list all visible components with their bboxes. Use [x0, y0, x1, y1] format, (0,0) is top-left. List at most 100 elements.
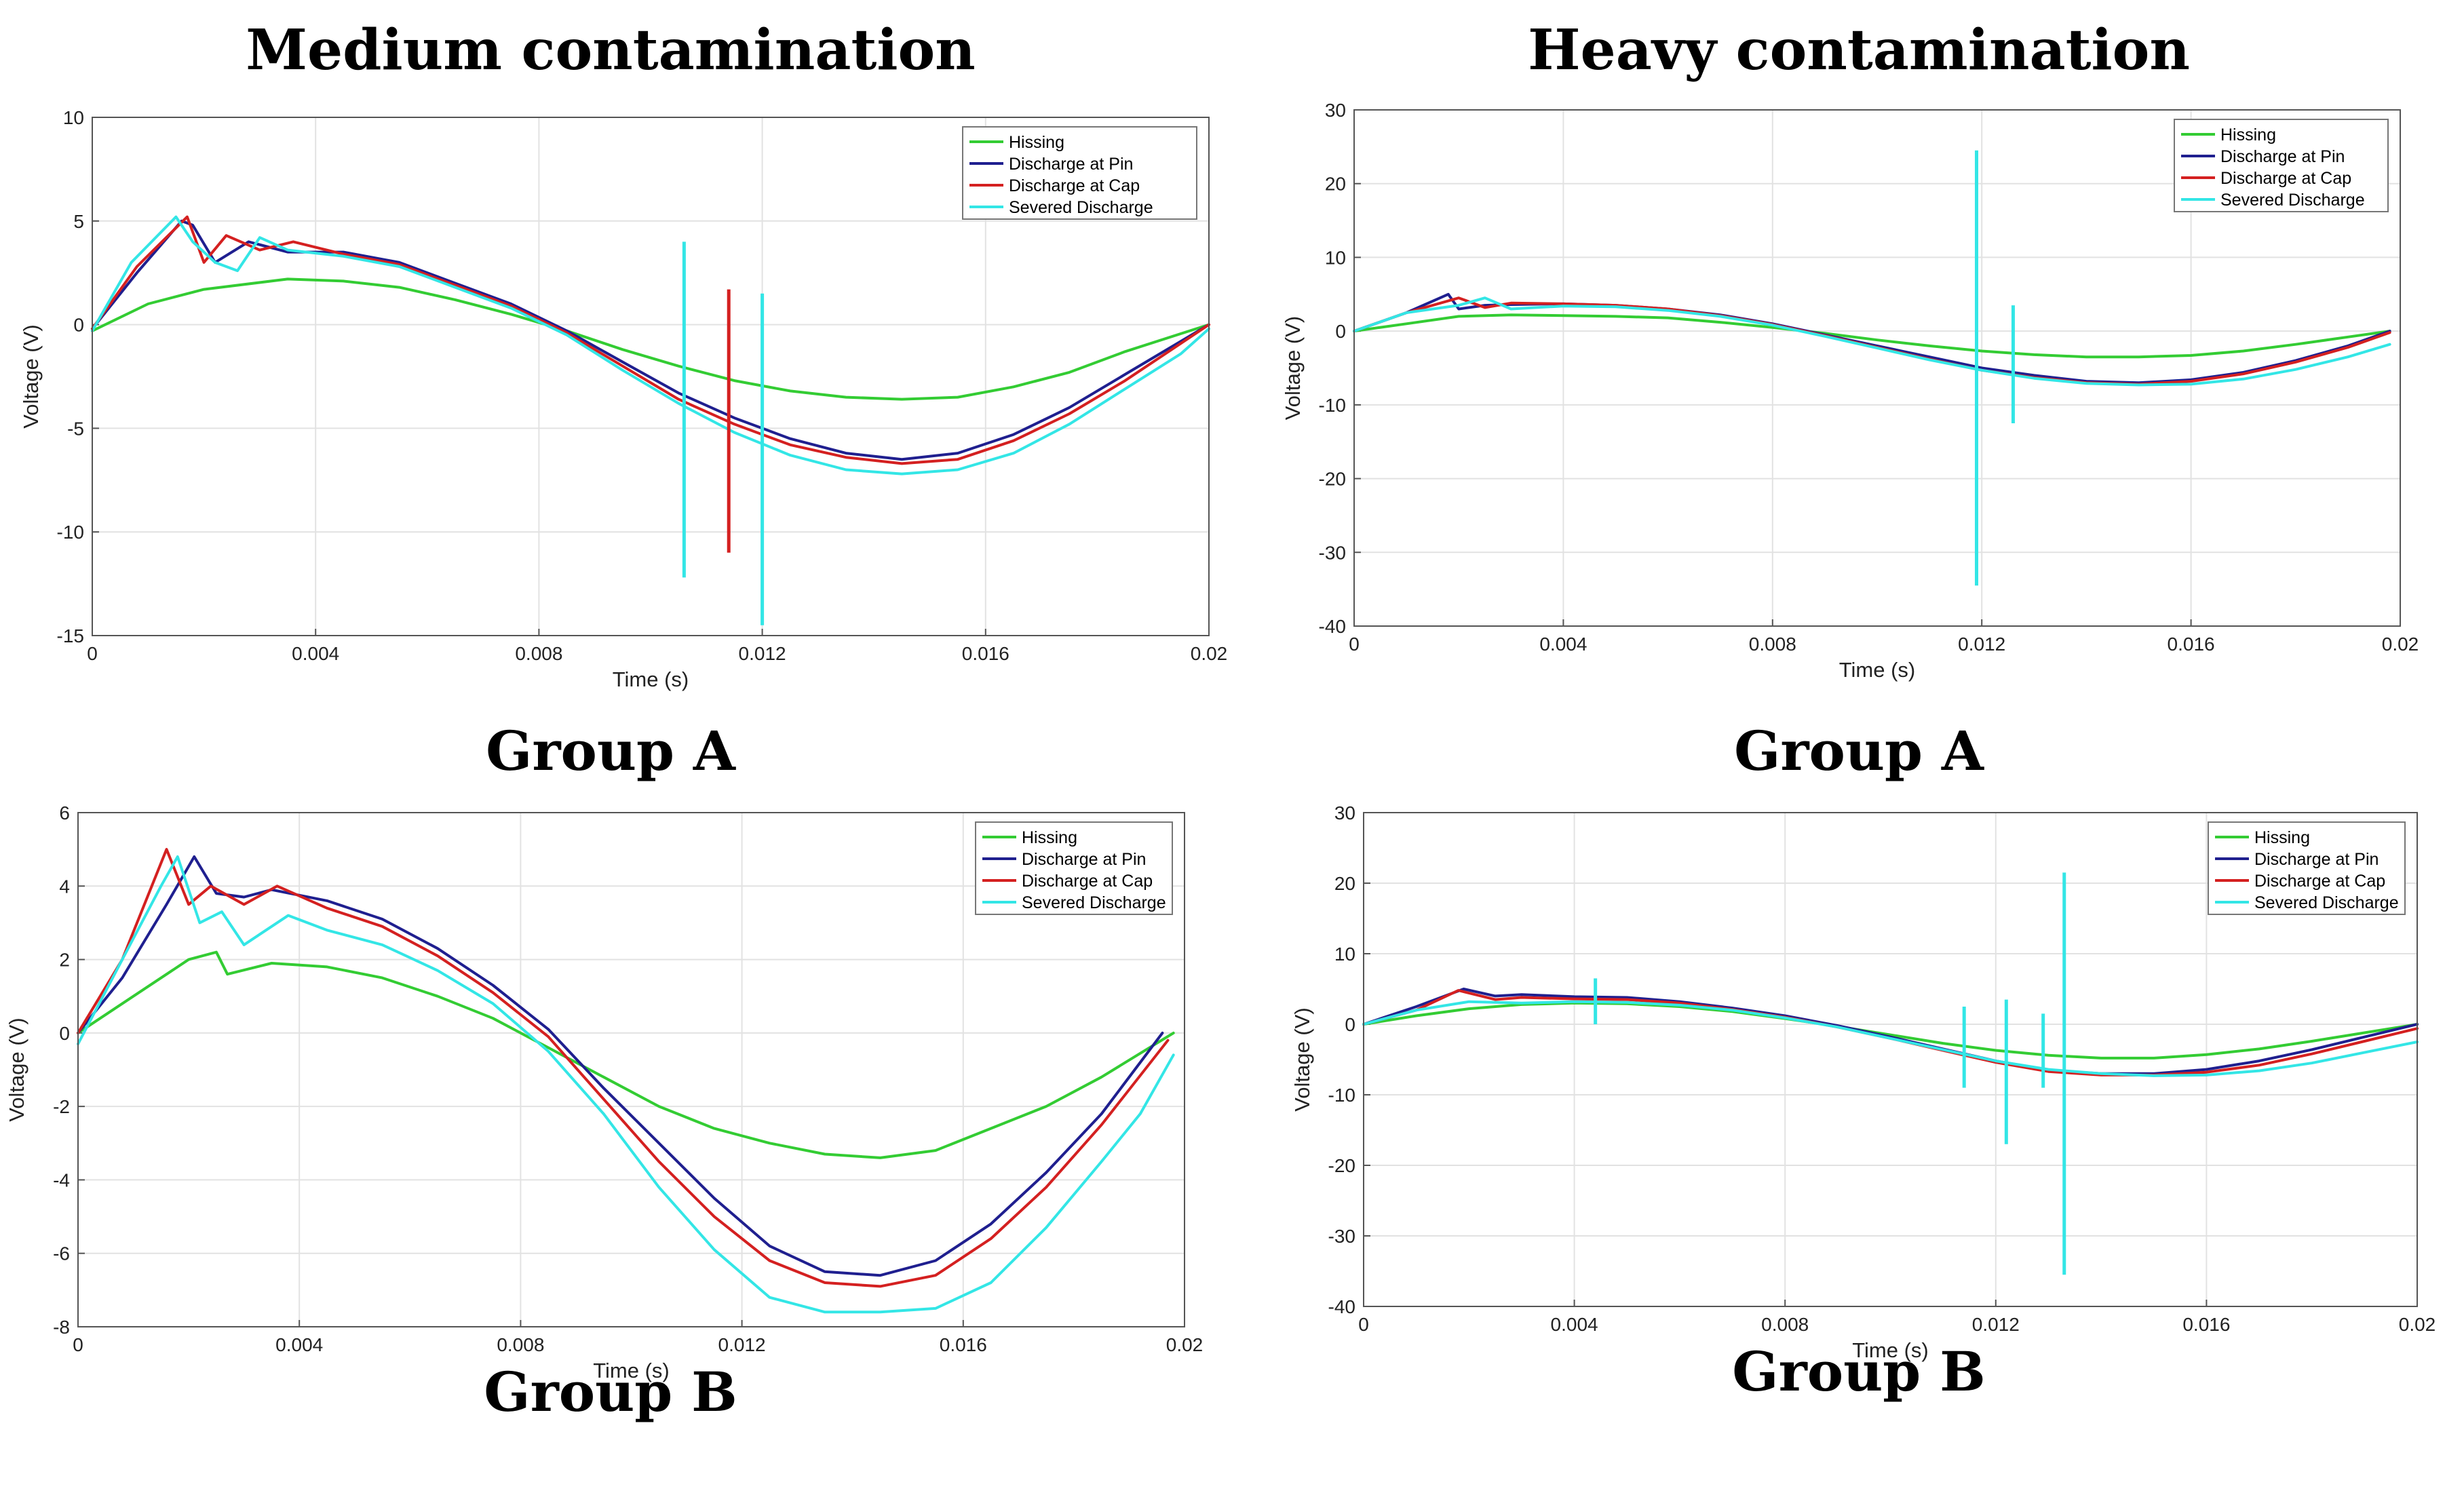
series-line-hissing: [77, 950, 1175, 1159]
chart-panel-3: 0 0.004 0.008 0.012 0.016 0.02 -40 -30 -20 -10 0 10…: [1290, 802, 2436, 1362]
plot-frame: [1353, 109, 2401, 627]
y-tick-label: -10: [1319, 395, 1346, 416]
legend-entry: Discharge at Cap: [2254, 872, 2385, 891]
legend-entry: Severed Discharge: [1022, 893, 1166, 912]
series-line-hissing: [91, 277, 1210, 401]
x-tick-label: 0.02: [1191, 643, 1228, 664]
panel-label-medium-group-b: Group B: [484, 1360, 737, 1424]
y-tick-label: 0: [1345, 1014, 1355, 1035]
legend-entry: Hissing: [2254, 828, 2310, 847]
y-tick-label: 4: [59, 876, 70, 897]
y-tick-label: -20: [1328, 1155, 1355, 1176]
legend-entry: Hissing: [1022, 828, 1077, 847]
legend-entry: Discharge at Cap: [2220, 169, 2351, 188]
x-tick-label: 0: [73, 1334, 83, 1355]
legend: Hissing Discharge at Pin Discharge at Cap S…: [962, 126, 1197, 220]
plot-frame: [92, 117, 1210, 636]
y-tick-label: -20: [1319, 469, 1346, 490]
chart-panel-0: 0 0.004 0.008 0.012 0.016 0.02 -15 -10 -5 0 5 10 Tim…: [19, 107, 1227, 691]
y-tick-label: -10: [57, 522, 84, 543]
y-tick-label: -4: [53, 1169, 70, 1190]
legend: Hissing Discharge at Pin Discharge at Cap S…: [2174, 119, 2389, 212]
y-tick-label: 10: [1325, 247, 1346, 268]
x-tick-label: 0.012: [718, 1334, 766, 1355]
legend-entry: Severed Discharge: [2220, 191, 2365, 210]
legend-entry: Severed Discharge: [1009, 198, 1153, 217]
y-tick-label: -30: [1319, 542, 1346, 563]
y-tick-label: -8: [53, 1317, 70, 1338]
plot-frame: [77, 812, 1185, 1327]
series-line-hissing: [1353, 313, 2391, 359]
series-line-hissing: [1362, 1001, 2419, 1060]
x-tick-label: 0.02: [2399, 1314, 2436, 1335]
x-tick-label: 0.004: [1539, 634, 1587, 655]
y-tick-label: -6: [53, 1243, 70, 1264]
legend: Hissing Discharge at Pin Discharge at Cap S…: [2208, 821, 2406, 915]
legend-entry: Severed Discharge: [2254, 893, 2399, 912]
x-tick-label: 0.016: [2168, 634, 2215, 655]
chart-panel-1: 0 0.004 0.008 0.012 0.016 0.02 -40 -30 -20 -10 0 10…: [1281, 100, 2419, 682]
legend-entry: Hissing: [2220, 125, 2276, 144]
y-tick-label: 10: [1334, 944, 1355, 965]
panel-label-heavy-group-a: Group A: [1734, 719, 1984, 783]
x-axis-label: Time (s): [1839, 658, 1916, 682]
series-line-discharge-at-pin: [1362, 988, 2419, 1075]
x-tick-label: 0.004: [275, 1334, 323, 1355]
x-tick-label: 0.008: [1761, 1314, 1809, 1335]
y-tick-label: 10: [63, 107, 84, 128]
y-tick-label: 0: [1335, 321, 1346, 342]
y-tick-label: 0: [59, 1023, 70, 1044]
x-axis-label: Time (s): [1852, 1338, 1929, 1362]
series-line-severed-discharge: [1362, 1000, 2419, 1077]
y-tick-label: 20: [1325, 174, 1346, 195]
series-line-severed-discharge: [77, 855, 1175, 1314]
y-tick-label: 30: [1334, 802, 1355, 823]
y-tick-label: -40: [1328, 1296, 1355, 1317]
y-tick-label: -10: [1328, 1085, 1355, 1106]
y-tick-label: 6: [59, 802, 70, 823]
y-axis-label: Voltage (V): [19, 324, 43, 428]
legend-entry: Discharge at Pin: [1022, 850, 1146, 869]
series-line-discharge-at-pin: [77, 855, 1164, 1277]
x-tick-label: 0: [87, 643, 98, 664]
x-tick-label: 0.004: [1551, 1314, 1598, 1335]
legend-entry: Discharge at Pin: [1009, 155, 1133, 174]
panel-label-medium-group-a: Group A: [486, 719, 735, 783]
series-line-discharge-at-pin: [91, 219, 1210, 461]
y-tick-label: -15: [57, 625, 84, 646]
x-axis-label: Time (s): [613, 667, 689, 691]
title-medium-contamination: Medium contamination: [246, 18, 976, 83]
x-axis-label: Time (s): [593, 1359, 670, 1382]
x-tick-label: 0.008: [515, 643, 562, 664]
y-tick-label: -5: [67, 418, 84, 439]
plot-frame: [1363, 812, 2418, 1307]
y-tick-label: 30: [1325, 100, 1346, 121]
y-tick-label: 20: [1334, 873, 1355, 894]
x-tick-label: 0.012: [1958, 634, 2005, 655]
panel-label-heavy-group-b: Group B: [1732, 1340, 1986, 1403]
legend-entry: Discharge at Pin: [2220, 147, 2345, 166]
x-tick-label: 0.012: [1972, 1314, 2020, 1335]
series-line-severed-discharge: [1353, 296, 2391, 387]
legend-entry: Discharge at Cap: [1022, 872, 1153, 891]
legend-entry: Hissing: [1009, 133, 1064, 152]
y-axis-label: Voltage (V): [5, 1017, 28, 1121]
y-tick-label: -2: [53, 1096, 70, 1117]
x-tick-label: 0.016: [962, 643, 1009, 664]
x-tick-label: 0.016: [2182, 1314, 2230, 1335]
legend-box: [2208, 821, 2406, 915]
x-tick-label: 0: [1358, 1314, 1369, 1335]
y-tick-label: -40: [1319, 616, 1346, 637]
series-line-severed-discharge: [91, 215, 1210, 475]
y-tick-label: 0: [73, 315, 84, 336]
y-tick-label: 5: [73, 211, 84, 232]
y-axis-label: Voltage (V): [1290, 1007, 1314, 1111]
x-tick-label: 0.008: [497, 1334, 544, 1355]
series-line-discharge-at-cap: [91, 215, 1210, 465]
x-tick-label: 0.02: [1166, 1334, 1204, 1355]
x-tick-label: 0.008: [1749, 634, 1796, 655]
y-axis-label: Voltage (V): [1281, 316, 1305, 420]
chart-panel-2: 0 0.004 0.008 0.012 0.016 0.02 -8 -6 -4 -2 0 2 4 6 Tim…: [5, 802, 1203, 1382]
legend-entry: Discharge at Pin: [2254, 850, 2379, 869]
